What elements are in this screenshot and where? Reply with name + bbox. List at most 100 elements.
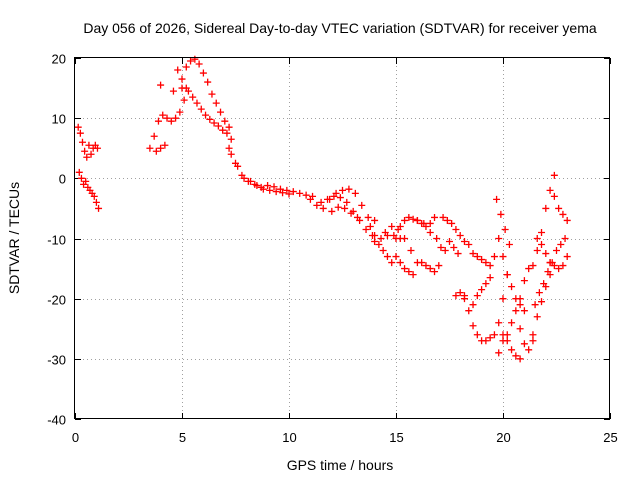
data-point [456,231,464,239]
data-point [405,268,413,276]
data-point [478,256,486,264]
data-point [85,141,93,149]
data-point [159,111,167,119]
series-arc19 [446,238,462,258]
data-point [390,231,398,239]
data-point [520,340,528,348]
data-point [212,99,220,107]
y-tick-label: -40 [47,413,66,428]
data-point [486,274,494,282]
data-point [172,114,180,122]
series-arc8 [227,150,293,198]
data-point [306,195,314,203]
data-point [259,185,267,193]
data-point [302,191,310,199]
data-point [264,182,272,190]
data-point [469,301,477,309]
data-point [520,307,528,315]
data-point [330,192,338,200]
data-point [157,81,165,89]
data-point [497,210,505,218]
data-point [383,253,391,261]
data-point [401,235,409,242]
data-point [555,265,563,273]
data-point [550,171,558,179]
y-tick-label: 20 [52,52,66,67]
y-axis-label: SDTVAR / TECUs [6,182,22,294]
series-arc26 [499,331,524,363]
x-axis-label: GPS time / hours [287,457,394,473]
data-point [486,262,494,270]
x-tick-label: 25 [603,430,617,445]
data-point [334,203,342,211]
data-point [563,216,571,224]
series-arc23 [469,235,528,315]
data-point [529,337,537,345]
data-point [495,349,503,357]
data-point [525,265,533,273]
data-point [276,185,284,193]
data-point [336,194,344,202]
data-point [187,57,195,65]
data-point [422,262,430,270]
data-point [364,213,372,221]
data-point [174,66,182,74]
data-point [431,268,439,276]
data-point [446,238,453,246]
data-point [339,186,346,194]
data-point [426,228,434,236]
data-point [405,213,413,221]
data-point [538,298,546,306]
data-point [538,241,546,249]
data-point [223,129,231,137]
data-point [253,182,261,190]
series-arc17 [413,216,449,255]
data-point [328,207,336,215]
data-point [90,192,98,200]
data-point [503,337,511,345]
data-point [435,262,443,270]
data-point [272,188,280,196]
data-point [452,225,460,233]
data-point [460,295,468,303]
data-point [371,231,379,239]
data-point [437,244,445,252]
data-point [214,122,222,130]
data-point [197,105,205,113]
data-point [559,262,567,270]
series-arc32 [550,192,571,224]
x-tick-label: 5 [179,430,186,445]
data-point [501,225,509,233]
data-point [499,253,507,261]
data-point [95,204,103,212]
data-point [512,307,520,315]
data-point [407,247,415,255]
data-point [465,307,473,315]
data-point [486,334,494,342]
data-point [561,235,569,242]
data-point [343,198,351,206]
series-arc6 [174,66,190,92]
series-arc18 [439,213,464,239]
data-point [394,225,402,233]
data-point [375,241,383,249]
data-point [516,301,524,309]
data-point [225,144,233,152]
data-point [157,144,165,152]
data-point [396,259,404,267]
data-point [450,244,458,252]
data-point [285,190,293,198]
data-marks [74,55,571,363]
data-point [146,144,154,152]
data-point [154,117,162,125]
data-point [401,216,409,224]
data-point [210,119,218,127]
data-point [313,201,321,209]
series-arc9 [306,185,379,224]
data-point [469,322,477,330]
data-point [546,186,554,194]
data-point [499,331,507,339]
series-arc2 [75,168,103,212]
data-point [456,289,464,297]
data-point [217,108,225,116]
